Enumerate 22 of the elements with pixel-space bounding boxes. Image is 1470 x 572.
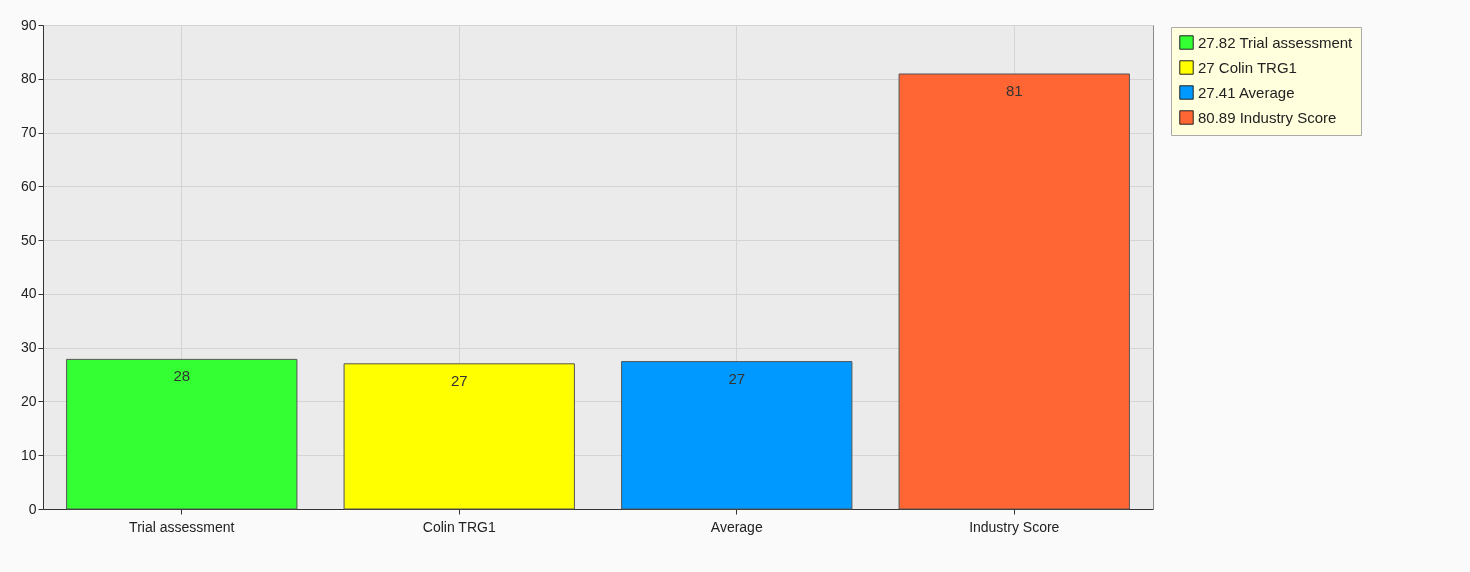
legend-label: 27.82 Trial assessment — [1198, 33, 1354, 51]
y-tick-label: 10 — [20, 446, 37, 463]
x-tick-label: Average — [710, 518, 763, 535]
y-tick-label: 70 — [20, 124, 37, 141]
legend-label: 27.41 Average — [1198, 83, 1295, 101]
y-tick-label: 0 — [28, 500, 37, 517]
y-tick-label: 50 — [20, 231, 37, 248]
data-label: 28 — [173, 367, 191, 385]
data-label: 27 — [728, 369, 746, 387]
y-tick-label: 90 — [20, 16, 37, 33]
legend-label: 80.89 Industry Score — [1198, 108, 1337, 126]
y-tick-label: 30 — [20, 339, 37, 356]
data-label: 27 — [450, 371, 468, 389]
y-tick-label: 40 — [20, 285, 37, 302]
legend-label: 27 Colin TRG1 — [1198, 58, 1297, 76]
x-tick-label: Colin TRG1 — [422, 518, 496, 535]
y-tick-label: 20 — [20, 392, 37, 409]
x-tick-label: Trial assessment — [129, 518, 235, 535]
y-tick-label: 80 — [20, 70, 37, 87]
y-tick-label: 60 — [20, 177, 37, 194]
data-label: 81 — [1005, 81, 1023, 99]
x-tick-label: Industry Score — [969, 518, 1060, 535]
